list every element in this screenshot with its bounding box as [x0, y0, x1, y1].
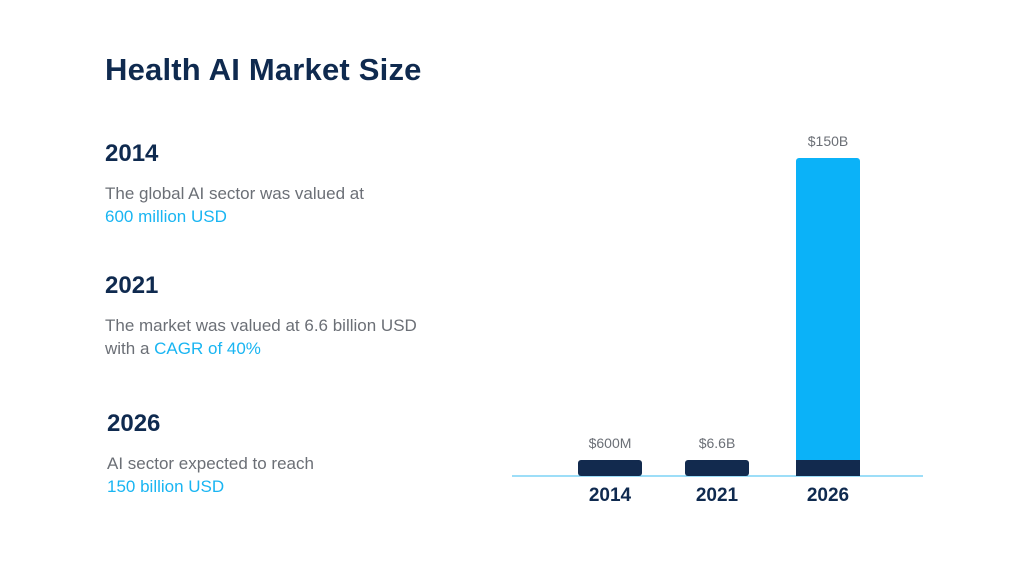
data-label-2021: $6.6B: [699, 435, 736, 451]
milestone-2021: 2021 The market was valued at 6.6 billio…: [105, 272, 465, 360]
milestone-text: The global AI sector was valued at: [105, 184, 364, 203]
milestone-text: AI sector expected to reach: [107, 454, 314, 473]
data-label-2026: $150B: [808, 133, 848, 149]
milestone-highlight: 150 billion USD: [107, 477, 225, 496]
milestone-2026: 2026 AI sector expected to reach 150 bil…: [107, 410, 467, 498]
milestone-text: The market was valued at 6.6 billion USD…: [105, 316, 417, 358]
bar-base-2014: [578, 460, 642, 476]
milestone-description: The market was valued at 6.6 billion USD…: [105, 314, 435, 360]
bar-base-2026: [796, 460, 860, 476]
bar-base-2021: [685, 460, 749, 476]
x-tick-label-2026: 2026: [807, 485, 849, 506]
chart-title: Health AI Market Size: [105, 52, 422, 87]
milestone-description: AI sector expected to reach 150 billion …: [107, 452, 467, 498]
x-tick-label-2021: 2021: [696, 485, 739, 506]
milestone-2014: 2014 The global AI sector was valued at …: [105, 140, 465, 228]
milestone-highlight: 600 million USD: [105, 207, 227, 226]
milestone-description: The global AI sector was valued at 600 m…: [105, 182, 465, 228]
milestone-year: 2021: [105, 272, 159, 299]
milestone-year: 2026: [107, 410, 161, 437]
milestone-highlight: CAGR of 40%: [154, 339, 261, 358]
bar-2026: [796, 158, 860, 464]
milestone-year: 2014: [105, 140, 159, 167]
x-tick-label-2014: 2014: [589, 485, 632, 506]
data-label-2014: $600M: [589, 435, 632, 451]
